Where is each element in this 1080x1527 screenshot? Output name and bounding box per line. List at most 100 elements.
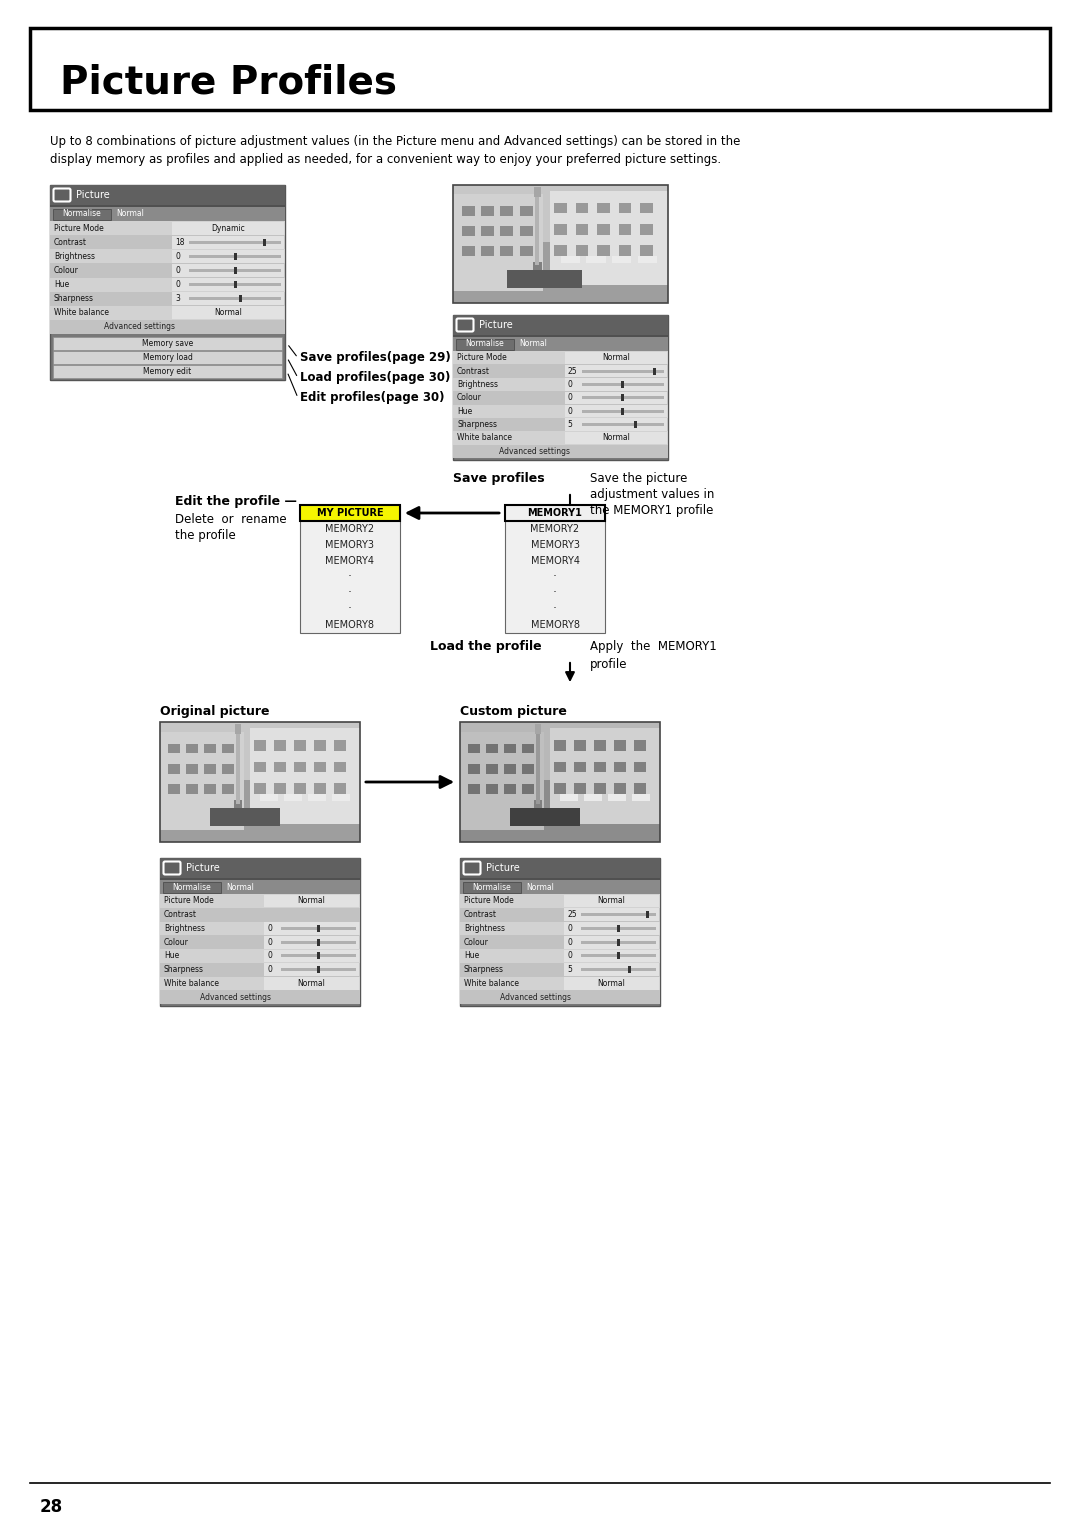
Bar: [507, 270, 582, 287]
Bar: [50, 185, 285, 380]
Text: Normal: Normal: [298, 979, 325, 988]
Bar: [564, 895, 659, 907]
Bar: [234, 800, 242, 825]
Text: Picture Mode: Picture Mode: [54, 223, 104, 232]
Bar: [565, 365, 667, 377]
Text: Normal: Normal: [298, 896, 325, 906]
Bar: [500, 206, 513, 215]
Bar: [172, 292, 284, 305]
Bar: [550, 191, 669, 286]
Bar: [554, 224, 567, 235]
Bar: [300, 505, 400, 521]
Bar: [486, 785, 498, 794]
Bar: [573, 741, 586, 751]
Bar: [172, 278, 284, 292]
Bar: [460, 780, 660, 841]
Bar: [50, 278, 285, 292]
Bar: [534, 800, 542, 825]
Text: MEMORY8: MEMORY8: [530, 620, 580, 631]
Bar: [565, 391, 667, 405]
Bar: [638, 257, 658, 263]
Bar: [160, 893, 360, 907]
Text: Delete  or  rename: Delete or rename: [175, 513, 286, 525]
Text: Sharpness: Sharpness: [457, 420, 497, 429]
Bar: [318, 925, 320, 931]
Bar: [582, 409, 664, 412]
Bar: [210, 808, 280, 826]
Bar: [505, 505, 605, 521]
Bar: [453, 241, 669, 302]
Bar: [522, 764, 534, 774]
Bar: [53, 209, 111, 220]
Bar: [50, 319, 285, 334]
Bar: [172, 235, 284, 249]
Text: MEMORY3: MEMORY3: [325, 541, 375, 550]
Bar: [536, 731, 540, 803]
Bar: [608, 794, 626, 802]
Bar: [582, 423, 664, 426]
Bar: [300, 505, 400, 521]
Bar: [500, 246, 513, 257]
Bar: [619, 246, 632, 257]
Bar: [318, 953, 320, 959]
Bar: [522, 785, 534, 794]
Bar: [284, 794, 302, 802]
Text: Contrast: Contrast: [464, 910, 497, 919]
Text: Normalise: Normalise: [173, 883, 212, 892]
Bar: [460, 722, 660, 780]
Bar: [461, 246, 474, 257]
Bar: [581, 954, 656, 957]
Text: Memory save: Memory save: [141, 339, 193, 348]
Text: Save the picture: Save the picture: [590, 472, 687, 486]
Bar: [510, 808, 580, 826]
Text: MEMORY3: MEMORY3: [530, 541, 580, 550]
Text: Sharpness: Sharpness: [54, 295, 94, 304]
Text: Picture Profiles: Picture Profiles: [60, 63, 397, 101]
Text: Edit the profile —: Edit the profile —: [175, 495, 297, 508]
Bar: [332, 794, 350, 802]
Bar: [594, 762, 606, 773]
Text: Edit profiles(page 30): Edit profiles(page 30): [300, 391, 445, 405]
Bar: [163, 881, 221, 892]
Text: Normal: Normal: [602, 353, 630, 362]
Bar: [597, 224, 610, 235]
Bar: [453, 337, 669, 351]
Bar: [281, 927, 356, 930]
Bar: [460, 878, 660, 880]
Bar: [486, 764, 498, 774]
Bar: [460, 731, 544, 831]
Bar: [561, 257, 580, 263]
Bar: [519, 246, 532, 257]
Bar: [460, 962, 660, 976]
Bar: [453, 185, 669, 302]
Bar: [629, 967, 631, 973]
Bar: [50, 235, 285, 249]
Text: Contrast: Contrast: [54, 238, 87, 247]
Bar: [586, 257, 606, 263]
Text: White balance: White balance: [54, 308, 109, 318]
Text: MY PICTURE: MY PICTURE: [316, 508, 383, 518]
Bar: [189, 269, 281, 272]
Bar: [581, 913, 656, 916]
Text: 5: 5: [568, 420, 572, 429]
Bar: [460, 858, 660, 1006]
Bar: [222, 764, 234, 774]
Bar: [254, 762, 266, 773]
Bar: [264, 950, 359, 962]
Bar: [453, 405, 669, 418]
Bar: [584, 794, 602, 802]
Bar: [189, 298, 281, 301]
Bar: [334, 783, 346, 794]
Bar: [160, 948, 360, 962]
Text: 5: 5: [567, 965, 572, 974]
Text: MEMORY2: MEMORY2: [325, 524, 375, 534]
Bar: [254, 741, 266, 751]
Text: Advanced settings: Advanced settings: [201, 993, 271, 1002]
Text: MEMORY4: MEMORY4: [530, 556, 580, 567]
Bar: [582, 383, 664, 386]
Bar: [617, 925, 620, 931]
Bar: [318, 939, 320, 945]
Text: Normal: Normal: [519, 339, 546, 348]
Bar: [582, 397, 664, 400]
Bar: [564, 950, 659, 962]
